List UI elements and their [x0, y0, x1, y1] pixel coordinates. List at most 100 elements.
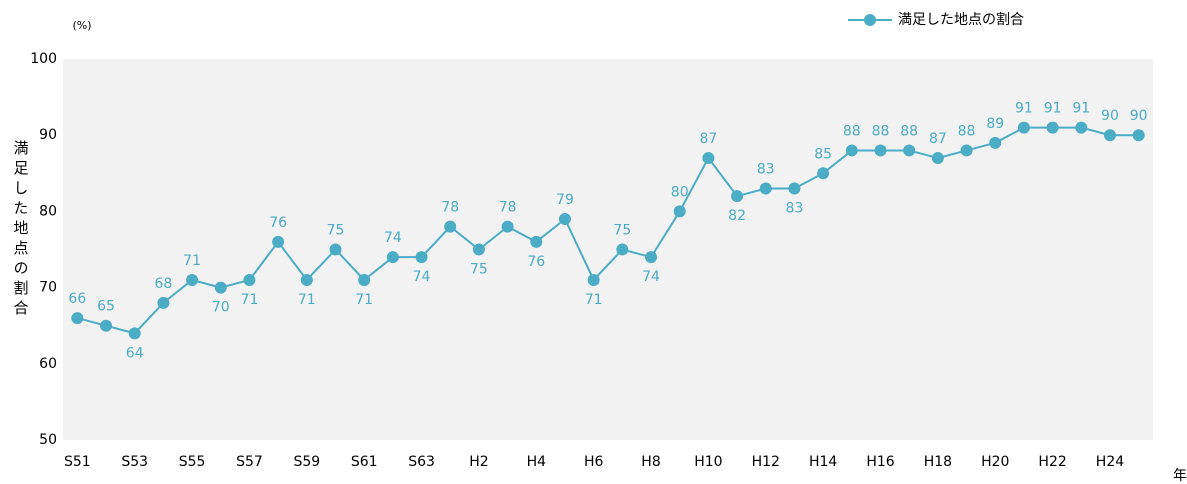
x-tick-label: S61: [351, 454, 378, 470]
x-tick-label: H14: [809, 454, 837, 470]
data-label: 91: [1072, 101, 1090, 117]
x-tick-label: S63: [408, 454, 435, 470]
data-label: 64: [126, 345, 144, 361]
data-label: 71: [355, 292, 373, 308]
data-label: 88: [843, 123, 861, 139]
data-point: [645, 251, 658, 264]
data-point: [673, 205, 686, 218]
x-tick-label: S53: [121, 454, 148, 470]
data-label: 89: [986, 116, 1004, 132]
data-label: 68: [154, 276, 172, 292]
data-label: 78: [499, 200, 517, 216]
data-point: [472, 243, 485, 256]
x-tick-label: H8: [641, 454, 660, 470]
data-label: 66: [68, 291, 86, 307]
data-label: 78: [441, 200, 459, 216]
y-tick-label: 80: [39, 203, 57, 219]
data-point: [845, 144, 858, 157]
data-point: [931, 152, 944, 165]
y-unit: (%): [72, 19, 91, 32]
x-tick-label: H12: [752, 454, 780, 470]
x-tick-label: H16: [866, 454, 894, 470]
data-label: 74: [384, 230, 402, 246]
data-label: 71: [241, 292, 259, 308]
data-point: [874, 144, 887, 157]
x-tick-label: H10: [694, 454, 722, 470]
y-tick-label: 60: [39, 356, 57, 372]
data-point: [1017, 121, 1030, 134]
data-point: [903, 144, 916, 157]
data-point: [272, 235, 285, 248]
data-point: [300, 273, 313, 286]
data-label: 74: [642, 269, 660, 285]
data-point: [501, 220, 514, 233]
data-label: 88: [958, 123, 976, 139]
data-point: [558, 213, 571, 226]
data-label: 90: [1101, 108, 1119, 124]
data-point: [1046, 121, 1059, 134]
data-label: 71: [298, 292, 316, 308]
data-label: 79: [556, 192, 574, 208]
data-label: 91: [1015, 101, 1033, 117]
data-label: 83: [757, 162, 775, 178]
data-label: 76: [527, 254, 545, 270]
data-point: [186, 273, 199, 286]
plot-area: [63, 59, 1153, 440]
x-tick-label: H6: [584, 454, 604, 470]
data-point: [358, 273, 371, 286]
data-point: [759, 182, 772, 195]
x-tick-label: S51: [64, 454, 91, 470]
data-label: 75: [327, 223, 345, 239]
data-label: 88: [872, 123, 890, 139]
data-label: 75: [613, 223, 631, 239]
x-tick-label: H2: [469, 454, 488, 470]
y-tick-label: 90: [39, 127, 57, 143]
x-axis-label: 年: [1173, 468, 1187, 484]
data-label: 87: [929, 131, 947, 147]
y-tick-label: 70: [39, 280, 57, 296]
data-label: 80: [671, 184, 689, 200]
data-point: [214, 281, 227, 294]
data-label: 90: [1130, 108, 1148, 124]
data-label: 71: [585, 292, 603, 308]
data-point: [444, 220, 457, 233]
data-point: [530, 235, 543, 248]
data-label: 83: [786, 201, 804, 217]
data-point: [587, 273, 600, 286]
legend-marker: [864, 14, 876, 26]
data-point: [960, 144, 973, 157]
data-point: [329, 243, 342, 256]
data-point: [386, 251, 399, 264]
data-point: [1103, 129, 1116, 142]
data-point: [71, 312, 84, 325]
data-point: [415, 251, 428, 264]
data-point: [817, 167, 830, 180]
x-tick-label: S59: [293, 454, 320, 470]
y-axis-label: 満足した地点の割合: [12, 140, 30, 320]
x-tick-label: H4: [527, 454, 547, 470]
y-tick-label: 50: [39, 432, 57, 448]
data-point: [731, 190, 744, 203]
x-tick-label: H24: [1096, 454, 1124, 470]
x-tick-label: H20: [981, 454, 1009, 470]
data-point: [1075, 121, 1088, 134]
data-point: [989, 136, 1002, 149]
x-tick-label: H18: [924, 454, 952, 470]
x-tick-label: S55: [179, 454, 206, 470]
data-label: 71: [183, 253, 201, 269]
data-label: 85: [814, 146, 832, 162]
data-label: 70: [212, 300, 230, 316]
data-point: [128, 327, 141, 340]
x-tick-label: H22: [1038, 454, 1066, 470]
data-point: [100, 319, 113, 332]
data-point: [702, 152, 715, 165]
data-label: 75: [470, 262, 488, 278]
legend-label: 満足した地点の割合: [898, 11, 1024, 28]
data-label: 76: [269, 215, 287, 231]
data-label: 82: [728, 208, 746, 224]
x-tick-label: S57: [236, 454, 263, 470]
data-point: [1132, 129, 1145, 142]
data-label: 65: [97, 299, 115, 315]
data-point: [157, 296, 170, 309]
